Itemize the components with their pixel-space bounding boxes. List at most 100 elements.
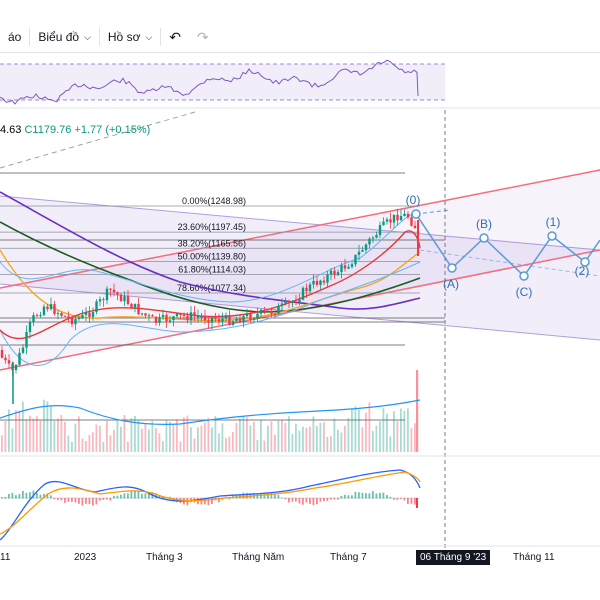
- candle-body: [172, 316, 175, 321]
- macd-bar: [186, 498, 189, 506]
- candle-body: [53, 304, 56, 314]
- macd-bar: [113, 495, 115, 499]
- candle-body: [154, 316, 158, 323]
- macd-bar: [99, 498, 101, 501]
- candle-body: [147, 315, 151, 317]
- volume-bar: [337, 429, 339, 452]
- macd-bar: [169, 496, 171, 499]
- undo-icon: ↶: [169, 28, 181, 45]
- redo-button[interactable]: ↷: [189, 22, 217, 52]
- volume-bar: [340, 432, 343, 452]
- volume-bar: [46, 401, 49, 452]
- macd-bar: [312, 498, 315, 506]
- volume-bar: [221, 423, 224, 452]
- wave-point: [411, 209, 421, 219]
- candle-body: [361, 250, 364, 252]
- volume-bar: [11, 428, 14, 452]
- macd-bar: [274, 494, 276, 499]
- x-axis-label: Tháng 3: [146, 552, 183, 563]
- macd-bar: [218, 498, 220, 503]
- candle-body: [56, 313, 60, 315]
- volume-bar: [242, 415, 245, 452]
- macd-bar: [207, 498, 210, 506]
- volume-bar: [256, 440, 259, 452]
- candle-body: [382, 221, 385, 226]
- candle-body: [256, 313, 259, 319]
- wave-label: (C): [516, 285, 533, 299]
- candle-body: [347, 266, 350, 269]
- candle-body: [84, 312, 88, 315]
- volume-bar: [95, 424, 98, 452]
- volume-bar: [323, 422, 325, 452]
- candle-body: [294, 301, 298, 303]
- macd-bar: [267, 492, 269, 499]
- macd-bar: [11, 492, 14, 499]
- x-axis-label: 2023: [74, 552, 97, 563]
- macd-bar: [354, 491, 357, 499]
- candle-body: [207, 320, 210, 323]
- volume-bar: [109, 435, 112, 452]
- candle-body: [277, 305, 280, 315]
- undo-button[interactable]: ↶: [161, 22, 189, 52]
- ma-orange: [0, 249, 421, 322]
- volume-bar: [148, 429, 150, 452]
- macd-bar: [67, 498, 70, 502]
- volume-bar: [333, 418, 336, 452]
- volume-bar: [190, 427, 192, 452]
- profile-menu[interactable]: Hồ sơ ⌵: [100, 22, 160, 52]
- macd-bar: [78, 498, 80, 504]
- volume-bar: [169, 421, 171, 452]
- macd-bar: [57, 498, 59, 501]
- candle-body: [105, 288, 109, 301]
- macd-bar: [46, 493, 49, 499]
- wave-label: (1): [546, 215, 561, 229]
- candle-body: [0, 350, 4, 358]
- macd-bar: [95, 498, 98, 505]
- macd-bar: [403, 498, 406, 501]
- macd-bar: [130, 491, 133, 499]
- candle-body: [144, 313, 147, 316]
- volume-bar: [200, 425, 203, 452]
- candle-body: [168, 320, 172, 322]
- volume-bar: [29, 415, 31, 452]
- volume-bar: [393, 411, 395, 452]
- macd-bar: [15, 495, 17, 499]
- macd-bar: [53, 498, 56, 500]
- volume-bar: [372, 431, 374, 452]
- candle-body: [315, 280, 319, 285]
- candle-body: [312, 280, 315, 285]
- volume-bar: [116, 420, 119, 452]
- volume-bar: [99, 425, 101, 452]
- candle-body: [326, 274, 329, 283]
- volume-bar: [25, 419, 28, 452]
- volume-bar: [214, 416, 217, 452]
- profile-menu-label: Hồ sơ: [107, 30, 141, 44]
- candle-body: [98, 299, 102, 302]
- macd-bar: [393, 498, 395, 500]
- partial-menu[interactable]: áo: [0, 22, 29, 52]
- candle-body: [186, 315, 189, 321]
- macd-bar: [88, 498, 91, 505]
- candle-body: [182, 314, 186, 316]
- macd-bar: [29, 492, 31, 499]
- macd-bar: [288, 498, 290, 503]
- volume-bar: [396, 421, 399, 452]
- chart-menu[interactable]: Biểu đồ ⌵: [30, 22, 99, 52]
- volume-bar: [246, 417, 248, 452]
- macd-bar: [25, 492, 28, 499]
- volume-bar: [106, 420, 108, 452]
- macd-bar: [4, 497, 7, 499]
- macd-bar: [344, 494, 346, 499]
- macd-bar: [263, 494, 266, 499]
- macd-bar: [158, 495, 161, 499]
- candle-body: [270, 310, 273, 314]
- ohlc-legend: 4.63 C1179.76 +1.77 (+0.15%): [0, 124, 150, 136]
- candle-body: [354, 254, 357, 265]
- volume-bar: [113, 429, 115, 452]
- macd-bar: [43, 493, 45, 499]
- macd-bar: [148, 492, 150, 499]
- volume-bar: [211, 427, 213, 452]
- ohlc-open-partial: 4.63: [0, 124, 22, 136]
- volume-bar: [312, 416, 315, 452]
